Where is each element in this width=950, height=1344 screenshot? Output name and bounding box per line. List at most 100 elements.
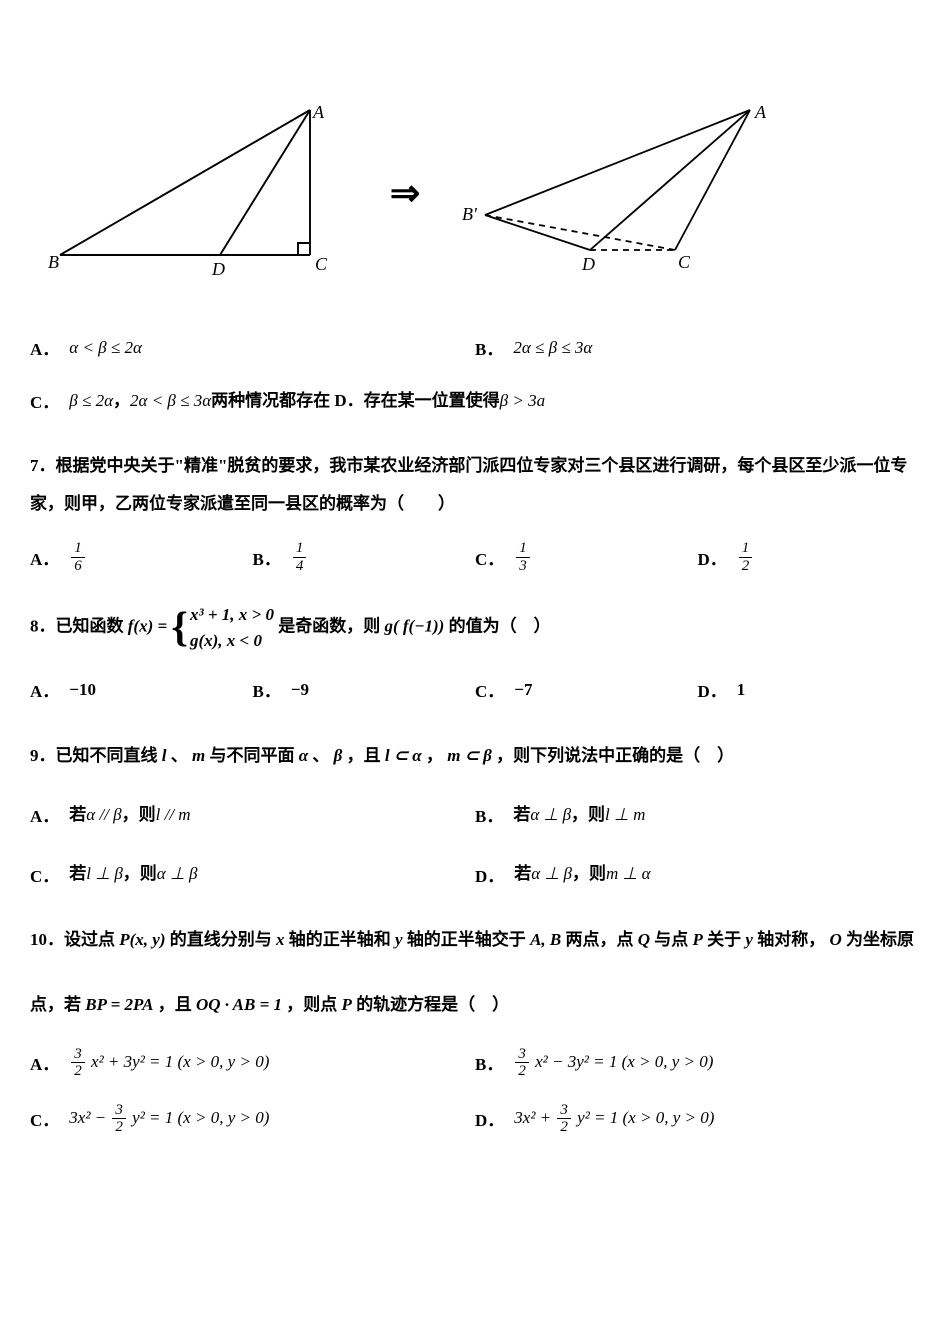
q9-b-pre: 若 — [513, 796, 530, 833]
q9-d-pre: 若 — [514, 855, 531, 892]
q10-pp: P — [693, 930, 703, 949]
q9-row1: A． 若 α // β ，则 l // m B． 若 α ⊥ β ，则 l ⊥ … — [30, 796, 920, 833]
q6-c-sep: ， — [113, 382, 130, 419]
q7-label-c: C． — [475, 545, 504, 570]
svg-text:B′: B′ — [462, 204, 478, 224]
q10-x: x — [276, 930, 285, 949]
q7-label-a: A． — [30, 545, 59, 570]
q8-choices: A． −10 B． −9 C． −7 D． 1 — [30, 671, 920, 708]
q6-row2: C． β ≤ 2α ， 2α < β ≤ 3α 两种情况都存在 D．存在某一位置… — [30, 382, 920, 419]
q9-beta: β — [334, 746, 343, 765]
q8-gf: g( f(−1)) — [384, 617, 444, 636]
q8-choice-b: −9 — [291, 671, 309, 708]
q10-o: O — [829, 930, 841, 949]
q10-pp2: P — [342, 995, 352, 1014]
q9-c-pre: 若 — [69, 855, 86, 892]
q10-stem: 10．设过点 P(x, y) 的直线分别与 x 轴的正半轴和 y 轴的正半轴交于… — [30, 921, 920, 958]
q8-label-b: B． — [253, 677, 281, 702]
q10-m6: 关于 — [707, 930, 741, 949]
q8-stem: 8．已知函数 f(x) = { x³ + 1, x > 0 g(x), x < … — [30, 602, 920, 653]
q10-label-c: C． — [30, 1106, 59, 1131]
q9-a-cond: α // β — [86, 805, 121, 825]
q9-b-cond: α ⊥ β — [530, 805, 571, 825]
q10-y2: y — [745, 930, 753, 949]
q10-cond1: BP = 2PA — [85, 995, 153, 1014]
svg-text:B: B — [48, 252, 59, 272]
q6-row1: A． α < β ≤ 2α B． 2α ≤ β ≤ 3α — [30, 335, 920, 360]
q6-c-pre: β ≤ 2α — [69, 391, 113, 411]
q10-m7: 轴对称， — [757, 930, 825, 949]
q10-m4: 两点，点 — [566, 930, 634, 949]
q9-s3: ， — [426, 746, 443, 765]
q10-m3: 轴的正半轴交于 — [407, 930, 526, 949]
q9-c-cond: l ⊥ β — [86, 864, 123, 884]
q8-post: 的值为（ ） — [449, 617, 551, 636]
q8-case1: x³ + 1, x > 0 — [190, 602, 274, 628]
q10-m1: 的直线分别与 — [170, 930, 272, 949]
svg-text:C: C — [678, 252, 691, 272]
q10-label-d: D． — [475, 1106, 504, 1131]
figure-right: A B′ C D — [450, 100, 800, 285]
q10-ab: A, B — [530, 930, 561, 949]
q8-label-a: A． — [30, 677, 59, 702]
q7-stem: 7．根据党中央关于"精准"脱贫的要求，我市某农业经济部门派四位专家对三个县区进行… — [30, 447, 920, 522]
q10-choice-d: 3x² + 32 y² = 1 (x > 0, y > 0) — [514, 1102, 714, 1136]
q9-d-cond: α ⊥ β — [531, 864, 572, 884]
q10-q: Q — [638, 930, 650, 949]
q9-alpha: α — [299, 746, 308, 765]
q8-label-d: D． — [698, 677, 727, 702]
q9-label-d: D． — [475, 862, 504, 887]
q7-choice-b: 14 — [293, 540, 307, 574]
q9-b-then: ，则 — [571, 796, 605, 833]
q8-choice-d: 1 — [737, 671, 746, 708]
q10-label-b: B． — [475, 1050, 503, 1075]
fold-arrow: ⇒ — [390, 172, 420, 214]
q8-choice-c: −7 — [514, 671, 532, 708]
q10-cond2: OQ · AB = 1 — [196, 995, 282, 1014]
q9-c-res: α ⊥ β — [157, 864, 198, 884]
q9-a-then: ，则 — [122, 796, 156, 833]
q7-choice-d: 12 — [739, 540, 753, 574]
q9-b-res: l ⊥ m — [605, 805, 645, 825]
q10-row2: C． 3x² − 32 y² = 1 (x > 0, y > 0) D． 3x²… — [30, 1102, 920, 1136]
triangle-2d-svg: A B C D — [30, 100, 360, 280]
q9-stem: 9．已知不同直线 l 、 m 与不同平面 α 、 β ，且 l ⊂ α ， m … — [30, 737, 920, 774]
q8-case2: g(x), x < 0 — [190, 628, 274, 654]
q8-piecewise: { x³ + 1, x > 0 g(x), x < 0 — [171, 602, 274, 653]
q9-l: l — [162, 746, 167, 765]
q9-c2: m ⊂ β — [447, 746, 492, 765]
q6-c-tailmath: β > 3a — [500, 391, 545, 411]
q8-fx: f(x) = — [128, 617, 167, 636]
q10-l2post: ，则点 — [286, 995, 337, 1014]
q7-choice-a: 16 — [71, 540, 85, 574]
q10-row1: A． 32 x² + 3y² = 1 (x > 0, y > 0) B． 32 … — [30, 1046, 920, 1080]
q9-a-res: l // m — [156, 805, 191, 825]
q9-pre: 9．已知不同直线 — [30, 746, 158, 765]
q10-choice-b: 32 x² − 3y² = 1 (x > 0, y > 0) — [513, 1046, 713, 1080]
q10-stem2: 点，若 BP = 2PA ，且 OQ · AB = 1 ，则点 P 的轨迹方程是… — [30, 986, 920, 1023]
q10-choice-a: 32 x² + 3y² = 1 (x > 0, y > 0) — [69, 1046, 269, 1080]
q6-choice-a: α < β ≤ 2α — [69, 338, 142, 358]
q7-label-b: B． — [253, 545, 281, 570]
q10-y: y — [395, 930, 403, 949]
q9-a-pre: 若 — [69, 796, 86, 833]
q7-choices: A． 16 B． 14 C． 13 D． 12 — [30, 540, 920, 574]
q10-l2pre: 点，若 — [30, 995, 81, 1014]
svg-text:A: A — [754, 102, 767, 122]
q9-mid1: 与不同平面 — [209, 746, 294, 765]
q8-label-c: C． — [475, 677, 504, 702]
q10-label-a: A． — [30, 1050, 59, 1075]
svg-text:A: A — [312, 102, 325, 122]
svg-text:D: D — [581, 254, 595, 274]
q7-choice-c: 13 — [516, 540, 530, 574]
q6-c-tail: 两种情况都存在 D．存在某一位置使得 — [211, 382, 500, 419]
q10-m5: 与点 — [654, 930, 688, 949]
q8-choice-a: −10 — [69, 671, 96, 708]
q10-m8: 为坐标原 — [846, 930, 914, 949]
q7-label-d: D． — [698, 545, 727, 570]
figure-left: A B C D — [30, 100, 360, 285]
q6-choice-b: 2α ≤ β ≤ 3α — [513, 338, 592, 358]
q9-label-c: C． — [30, 862, 59, 887]
q9-post: ，则下列说法中正确的是（ ） — [496, 746, 734, 765]
q9-c-then: ，则 — [123, 855, 157, 892]
